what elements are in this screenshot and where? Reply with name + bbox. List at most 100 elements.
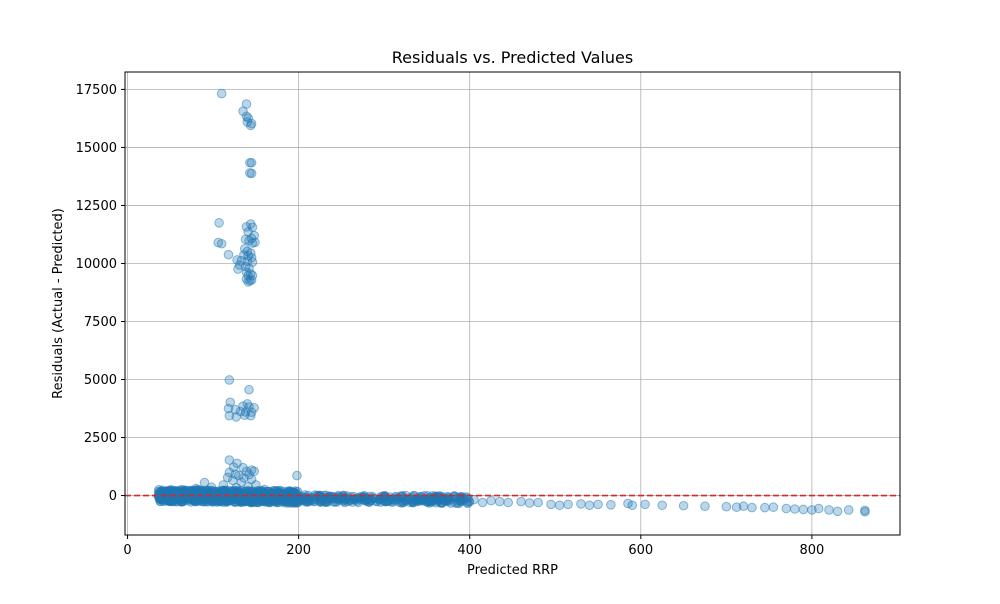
data-point — [494, 496, 505, 507]
data-point — [789, 504, 800, 514]
data-point — [245, 410, 256, 421]
data-point — [678, 500, 689, 511]
y-tick-label: 15000 — [76, 141, 117, 156]
data-point — [366, 495, 377, 505]
data-point — [315, 492, 325, 503]
data-point — [224, 375, 235, 385]
data-point — [212, 492, 223, 503]
data-point — [731, 502, 742, 512]
data-point — [747, 502, 757, 513]
data-point — [292, 470, 302, 481]
data-point — [657, 500, 668, 511]
y-tick-label: 0 — [109, 489, 117, 504]
data-point — [223, 485, 234, 496]
data-point — [721, 501, 732, 512]
data-point — [383, 495, 394, 506]
data-point — [244, 384, 254, 395]
data-point — [503, 497, 514, 508]
data-point — [781, 503, 792, 514]
data-point — [584, 500, 595, 511]
data-point — [246, 492, 257, 502]
data-point — [606, 500, 616, 510]
data-point — [238, 106, 248, 117]
data-point — [204, 489, 214, 500]
data-point — [222, 472, 233, 483]
data-point — [400, 495, 411, 505]
data-point — [760, 502, 770, 513]
x-tick-label: 0 — [123, 543, 131, 558]
data-point — [186, 489, 197, 499]
data-point — [199, 477, 210, 488]
data-point — [469, 494, 479, 505]
data-point — [246, 275, 257, 285]
data-point — [477, 497, 488, 508]
data-point — [738, 501, 749, 512]
data-point — [554, 500, 565, 511]
data-point — [832, 506, 843, 517]
plot-frame — [124, 71, 901, 536]
data-point — [272, 492, 283, 502]
x-tick-label: 600 — [628, 543, 653, 558]
data-point — [238, 489, 248, 499]
data-point — [238, 462, 248, 473]
data-point — [533, 497, 543, 508]
data-point — [452, 495, 462, 506]
data-point — [251, 480, 261, 490]
x-tick-label: 200 — [286, 543, 311, 558]
x-tick-label: 400 — [457, 543, 482, 558]
data-point — [216, 88, 227, 99]
data-point — [640, 499, 650, 510]
data-point — [576, 499, 586, 509]
data-point — [593, 499, 603, 510]
data-point — [798, 504, 809, 515]
chart-title: Residuals vs. Predicted Values — [392, 48, 633, 67]
data-point — [413, 496, 424, 506]
data-point — [244, 469, 254, 480]
data-point — [459, 495, 470, 506]
data-point — [300, 496, 311, 507]
data-point — [246, 118, 257, 129]
data-point — [233, 264, 243, 274]
data-point — [443, 496, 454, 507]
data-point — [563, 499, 573, 510]
data-point — [627, 500, 638, 511]
data-point — [843, 505, 854, 515]
data-point — [243, 481, 253, 492]
data-point — [860, 506, 870, 517]
data-point — [214, 218, 224, 228]
y-tick-label: 17500 — [76, 83, 117, 98]
data-point — [259, 484, 270, 495]
y-tick-label: 7500 — [84, 315, 117, 330]
data-point — [700, 501, 710, 512]
x-axis-label: Predicted RRP — [467, 563, 558, 578]
data-point — [432, 496, 443, 506]
data-point — [524, 498, 535, 508]
data-point — [546, 499, 556, 510]
y-tick-label: 12500 — [76, 199, 117, 214]
data-point — [195, 492, 206, 502]
data-point — [231, 412, 241, 422]
y-tick-label: 2500 — [84, 431, 117, 446]
x-tick-label: 800 — [799, 543, 824, 558]
data-point — [223, 249, 234, 260]
data-point — [246, 157, 257, 168]
y-tick-label: 5000 — [84, 373, 117, 388]
data-points — [153, 88, 870, 517]
y-tick-label: 10000 — [76, 257, 117, 272]
data-point — [289, 492, 300, 503]
data-point — [824, 505, 834, 515]
data-point — [349, 494, 360, 505]
data-point — [246, 168, 257, 179]
data-point — [216, 238, 227, 249]
data-point — [223, 403, 234, 414]
data-point — [230, 404, 241, 415]
axis-ticks: 0 200 400 600 800 0 2500 5000 7500 10000 12500 1500… — [76, 83, 825, 558]
data-point — [486, 495, 496, 506]
data-point — [422, 496, 432, 507]
y-axis-label: Residuals (Actual - Predicted) — [51, 208, 66, 399]
data-point — [768, 502, 779, 512]
data-point — [516, 496, 526, 507]
data-point — [392, 494, 402, 505]
